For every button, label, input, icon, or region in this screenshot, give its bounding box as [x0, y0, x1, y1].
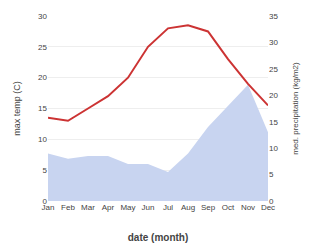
svg-text:Oct: Oct: [222, 203, 235, 212]
svg-text:Jun: Jun: [142, 203, 155, 212]
svg-text:30: 30: [38, 12, 47, 21]
svg-text:Apr: Apr: [102, 203, 115, 212]
svg-text:May: May: [120, 203, 135, 212]
svg-text:15: 15: [38, 104, 47, 113]
svg-text:med. precipitation (kg/m2): med. precipitation (kg/m2): [291, 62, 300, 155]
svg-text:Aug: Aug: [181, 203, 195, 212]
svg-text:25: 25: [269, 65, 278, 74]
svg-text:Feb: Feb: [61, 203, 75, 212]
svg-text:15: 15: [269, 118, 278, 127]
svg-text:0: 0: [269, 197, 274, 206]
svg-text:30: 30: [269, 38, 278, 47]
svg-text:20: 20: [269, 91, 278, 100]
svg-text:5: 5: [269, 170, 274, 179]
svg-text:0: 0: [43, 197, 48, 206]
svg-text:Jul: Jul: [163, 203, 173, 212]
svg-text:Nov: Nov: [241, 203, 255, 212]
svg-text:10: 10: [269, 144, 278, 153]
svg-text:25: 25: [38, 43, 47, 52]
svg-text:Jan: Jan: [42, 203, 55, 212]
svg-text:5: 5: [43, 166, 48, 175]
svg-text:35: 35: [269, 12, 278, 21]
svg-text:max temp (C): max temp (C): [12, 81, 22, 136]
svg-text:10: 10: [38, 135, 47, 144]
svg-text:Sep: Sep: [201, 203, 216, 212]
svg-text:20: 20: [38, 73, 47, 82]
svg-text:date (month): date (month): [128, 232, 189, 243]
svg-text:Mar: Mar: [81, 203, 95, 212]
svg-text:Dec: Dec: [261, 203, 275, 212]
